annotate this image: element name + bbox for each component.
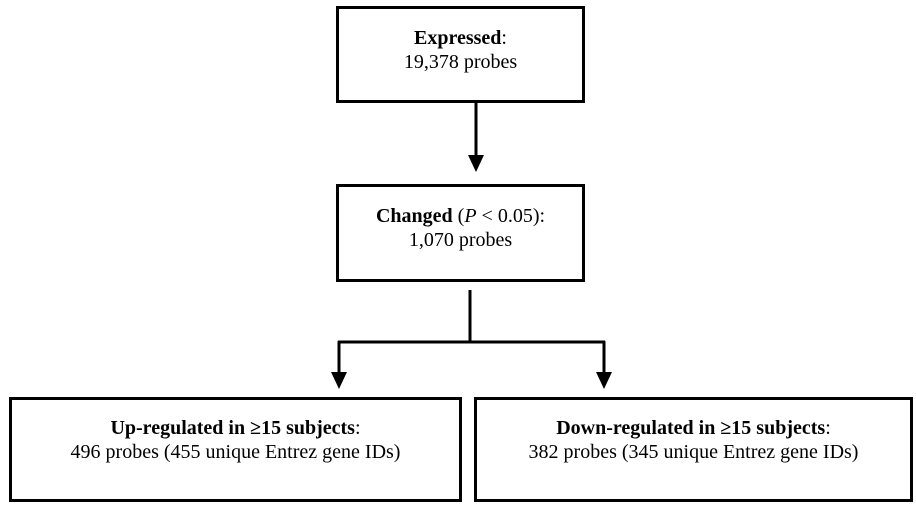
node-down-regulated-title: Down-regulated in ≥15 subjects <box>556 417 826 439</box>
node-changed-p-symbol: P <box>464 205 477 227</box>
node-up-regulated-title: Up-regulated in ≥15 subjects <box>110 417 355 439</box>
node-up-regulated: Up-regulated in ≥15 subjects: 496 probes… <box>9 397 462 502</box>
node-down-regulated-heading: Down-regulated in ≥15 subjects: <box>477 416 910 440</box>
node-changed-detail: 1,070 probes <box>408 229 513 251</box>
node-up-regulated-suffix: : <box>354 417 361 439</box>
node-expressed-suffix: : <box>501 27 507 49</box>
arrowhead-split-to-up <box>331 372 347 389</box>
node-expressed-title: Expressed <box>414 27 502 49</box>
node-changed-condition: < 0.05): <box>476 205 546 227</box>
node-down-regulated: Down-regulated in ≥15 subjects: 382 prob… <box>474 397 913 502</box>
node-expressed-heading: Expressed: <box>339 26 582 50</box>
node-changed-heading: Changed (P < 0.05): <box>339 204 582 228</box>
node-up-regulated-heading: Up-regulated in ≥15 subjects: <box>12 416 459 440</box>
node-down-regulated-suffix: : <box>825 417 831 439</box>
node-changed-title: Changed <box>375 205 453 227</box>
arrowhead-split-to-down <box>596 372 612 389</box>
node-changed-paren: ( <box>452 205 465 227</box>
node-up-regulated-detail: 496 probes (455 unique Entrez gene IDs) <box>70 441 401 463</box>
arrowhead-expressed-to-changed <box>468 155 484 172</box>
node-down-regulated-detail: 382 probes (345 unique Entrez gene IDs) <box>528 441 859 463</box>
node-expressed-detail: 19,378 probes <box>403 51 518 73</box>
node-changed: Changed (P < 0.05): 1,070 probes <box>336 184 585 282</box>
node-expressed: Expressed: 19,378 probes <box>336 6 585 103</box>
